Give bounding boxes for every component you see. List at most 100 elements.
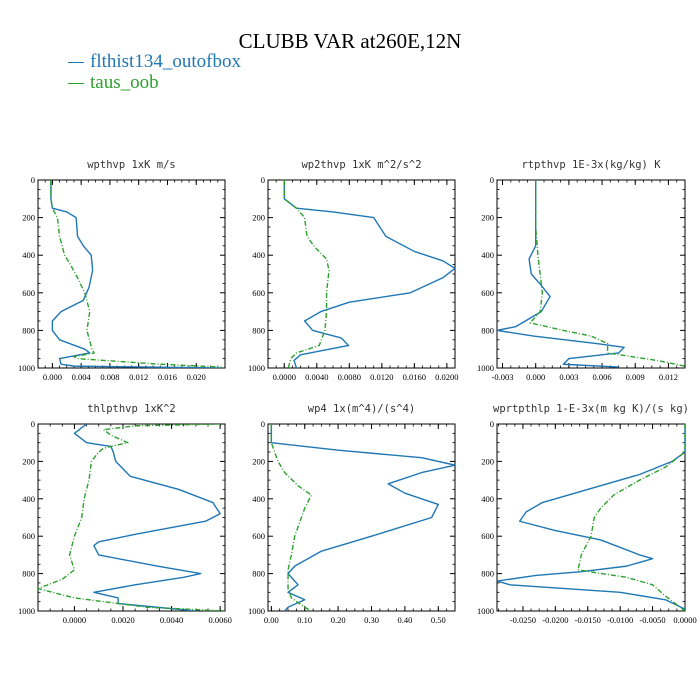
x-tick-label-5-2: 0.20	[331, 615, 346, 625]
panel-title-2: wp2thvp 1xK m^2/s^2	[301, 159, 421, 171]
series-line-5-1	[270, 424, 455, 611]
y-tick-label-6-3: 600	[481, 531, 494, 541]
x-tick-label-5-1: 0.10	[297, 615, 312, 625]
x-tick-label-3-3: 0.006	[592, 372, 611, 382]
y-tick-label-4-2: 400	[22, 494, 35, 504]
y-tick-label-2-2: 400	[252, 250, 265, 260]
y-tick-label-1-4: 800	[22, 325, 35, 335]
y-tick-label-2-5: 1000	[248, 363, 265, 373]
y-tick-label-1-2: 400	[22, 250, 35, 260]
x-tick-label-3-4: 0.009	[626, 372, 645, 382]
x-tick-label-1-4: 0.016	[158, 372, 177, 382]
x-tick-label-1-1: 0.004	[72, 372, 92, 382]
panel-title-3: rtpthvp 1E-3x(kg/kg) K	[521, 159, 661, 171]
figure-title: CLUBB VAR at260E,12N	[238, 29, 462, 53]
x-tick-label-6-1: -0.0200	[542, 615, 568, 625]
chart-panel-4: thlpthvp 1xK^2 0 200 400 600 800 1000 0.0000 0.0…	[18, 403, 232, 625]
y-tick-label-5-3: 600	[252, 531, 265, 541]
x-tick-label-5-0: 0.00	[264, 615, 279, 625]
series-line-4-1	[73, 424, 221, 611]
y-tick-label-6-5: 1000	[477, 606, 494, 616]
panel-frame-3	[496, 179, 686, 369]
y-tick-label-4-5: 1000	[18, 606, 35, 616]
y-tick-label-3-2: 400	[481, 250, 494, 260]
x-tick-label-5-5: 0.50	[431, 615, 446, 625]
panel-frame-6	[496, 423, 686, 612]
x-tick-label-4-2: 0.0040	[160, 615, 183, 625]
y-tick-label-5-4: 800	[252, 569, 265, 579]
x-tick-label-2-1: 0.0040	[305, 372, 328, 382]
y-tick-label-6-0: 0	[490, 419, 494, 429]
series-line-3-1	[497, 180, 625, 368]
y-tick-label-3-3: 600	[481, 288, 494, 298]
x-tick-label-2-2: 0.0080	[338, 372, 361, 382]
y-tick-label-3-1: 200	[481, 213, 494, 223]
y-tick-label-2-3: 600	[252, 288, 265, 298]
x-tick-label-3-5: 0.012	[659, 372, 678, 382]
panel-frame-1	[37, 179, 226, 369]
series-line-5-2	[270, 424, 313, 611]
x-tick-label-6-4: -0.0050	[639, 615, 665, 625]
legend-swatch-series-1	[68, 62, 84, 64]
x-tick-label-4-0: 0.0000	[63, 615, 86, 625]
y-tick-label-4-0: 0	[31, 419, 35, 429]
chart-panel-6: wprtpthlp 1-E-3x(m kg K)/(s kg) 0 200 400 60…	[477, 403, 697, 625]
series-line-1-1	[50, 180, 222, 368]
y-tick-label-3-0: 0	[490, 175, 494, 185]
x-tick-label-5-3: 0.30	[364, 615, 379, 625]
y-tick-label-3-5: 1000	[477, 363, 494, 373]
legend-swatch-series-2	[68, 83, 84, 85]
y-tick-label-6-4: 800	[481, 569, 494, 579]
legend-label-series-1: flthist134_outofbox	[90, 51, 241, 72]
x-tick-label-3-2: 0.003	[559, 372, 578, 382]
y-tick-label-2-1: 200	[252, 213, 265, 223]
y-tick-label-4-4: 800	[22, 569, 35, 579]
series-line-6-2	[577, 424, 685, 611]
x-tick-label-3-1: 0.000	[526, 372, 545, 382]
series-line-3-2	[529, 180, 685, 367]
y-tick-label-2-0: 0	[261, 175, 265, 185]
legend-label-series-2: taus_oob	[90, 72, 159, 93]
legend-item-series-2: taus_oob	[68, 73, 159, 93]
series-line-2-1	[283, 180, 455, 368]
y-tick-label-1-3: 600	[22, 288, 35, 298]
x-tick-label-4-1: 0.0020	[111, 615, 134, 625]
y-tick-label-1-0: 0	[31, 175, 35, 185]
panel-title-6: wprtpthlp 1-E-3x(m kg K)/(s kg)	[493, 403, 689, 415]
y-tick-label-1-1: 200	[22, 213, 35, 223]
x-tick-label-2-3: 0.0120	[370, 372, 393, 382]
x-tick-label-1-2: 0.008	[100, 372, 119, 382]
y-tick-label-4-1: 200	[22, 456, 35, 466]
panel-title-1: wpthvp 1xK m/s	[87, 159, 176, 171]
series-line-1-2	[50, 180, 222, 368]
x-tick-label-2-4: 0.0160	[403, 372, 426, 382]
y-tick-label-5-1: 200	[252, 456, 265, 466]
x-tick-label-3-0: -0.003	[492, 372, 514, 382]
y-tick-label-3-4: 800	[481, 325, 494, 335]
y-tick-label-2-4: 800	[252, 325, 265, 335]
x-tick-label-6-3: -0.0100	[607, 615, 633, 625]
panel-frame-4	[37, 423, 226, 612]
x-tick-label-1-0: 0.000	[43, 372, 62, 382]
series-line-2-2	[283, 180, 330, 368]
series-line-6-1	[497, 424, 685, 610]
legend-item-series-1: flthist134_outofbox	[68, 52, 241, 72]
panel-title-5: wp4 1x(m^4)/(s^4)	[308, 403, 415, 415]
series-line-4-2	[38, 424, 225, 611]
x-tick-label-1-5: 0.020	[187, 372, 206, 382]
panel-title-4: thlpthvp 1xK^2	[87, 403, 176, 415]
chart-panel-1: wpthvp 1xK m/s 0 200 400 600 800 1000 0.000 0.00…	[18, 159, 226, 382]
x-tick-label-2-0: 0.0000	[273, 372, 296, 382]
x-tick-label-6-0: -0.0250	[510, 615, 536, 625]
x-tick-label-5-4: 0.40	[397, 615, 412, 625]
y-tick-label-1-5: 1000	[18, 363, 35, 373]
chart-panel-3: rtpthvp 1E-3x(kg/kg) K 0 200 400 600 800 1000-…	[477, 159, 686, 382]
y-tick-label-6-2: 400	[481, 494, 494, 504]
y-tick-label-5-0: 0	[261, 419, 265, 429]
y-tick-label-6-1: 200	[481, 456, 494, 466]
x-tick-label-2-5: 0.0200	[435, 372, 458, 382]
x-tick-label-6-5: 0.0000	[673, 615, 696, 625]
y-tick-label-4-3: 600	[22, 531, 35, 541]
